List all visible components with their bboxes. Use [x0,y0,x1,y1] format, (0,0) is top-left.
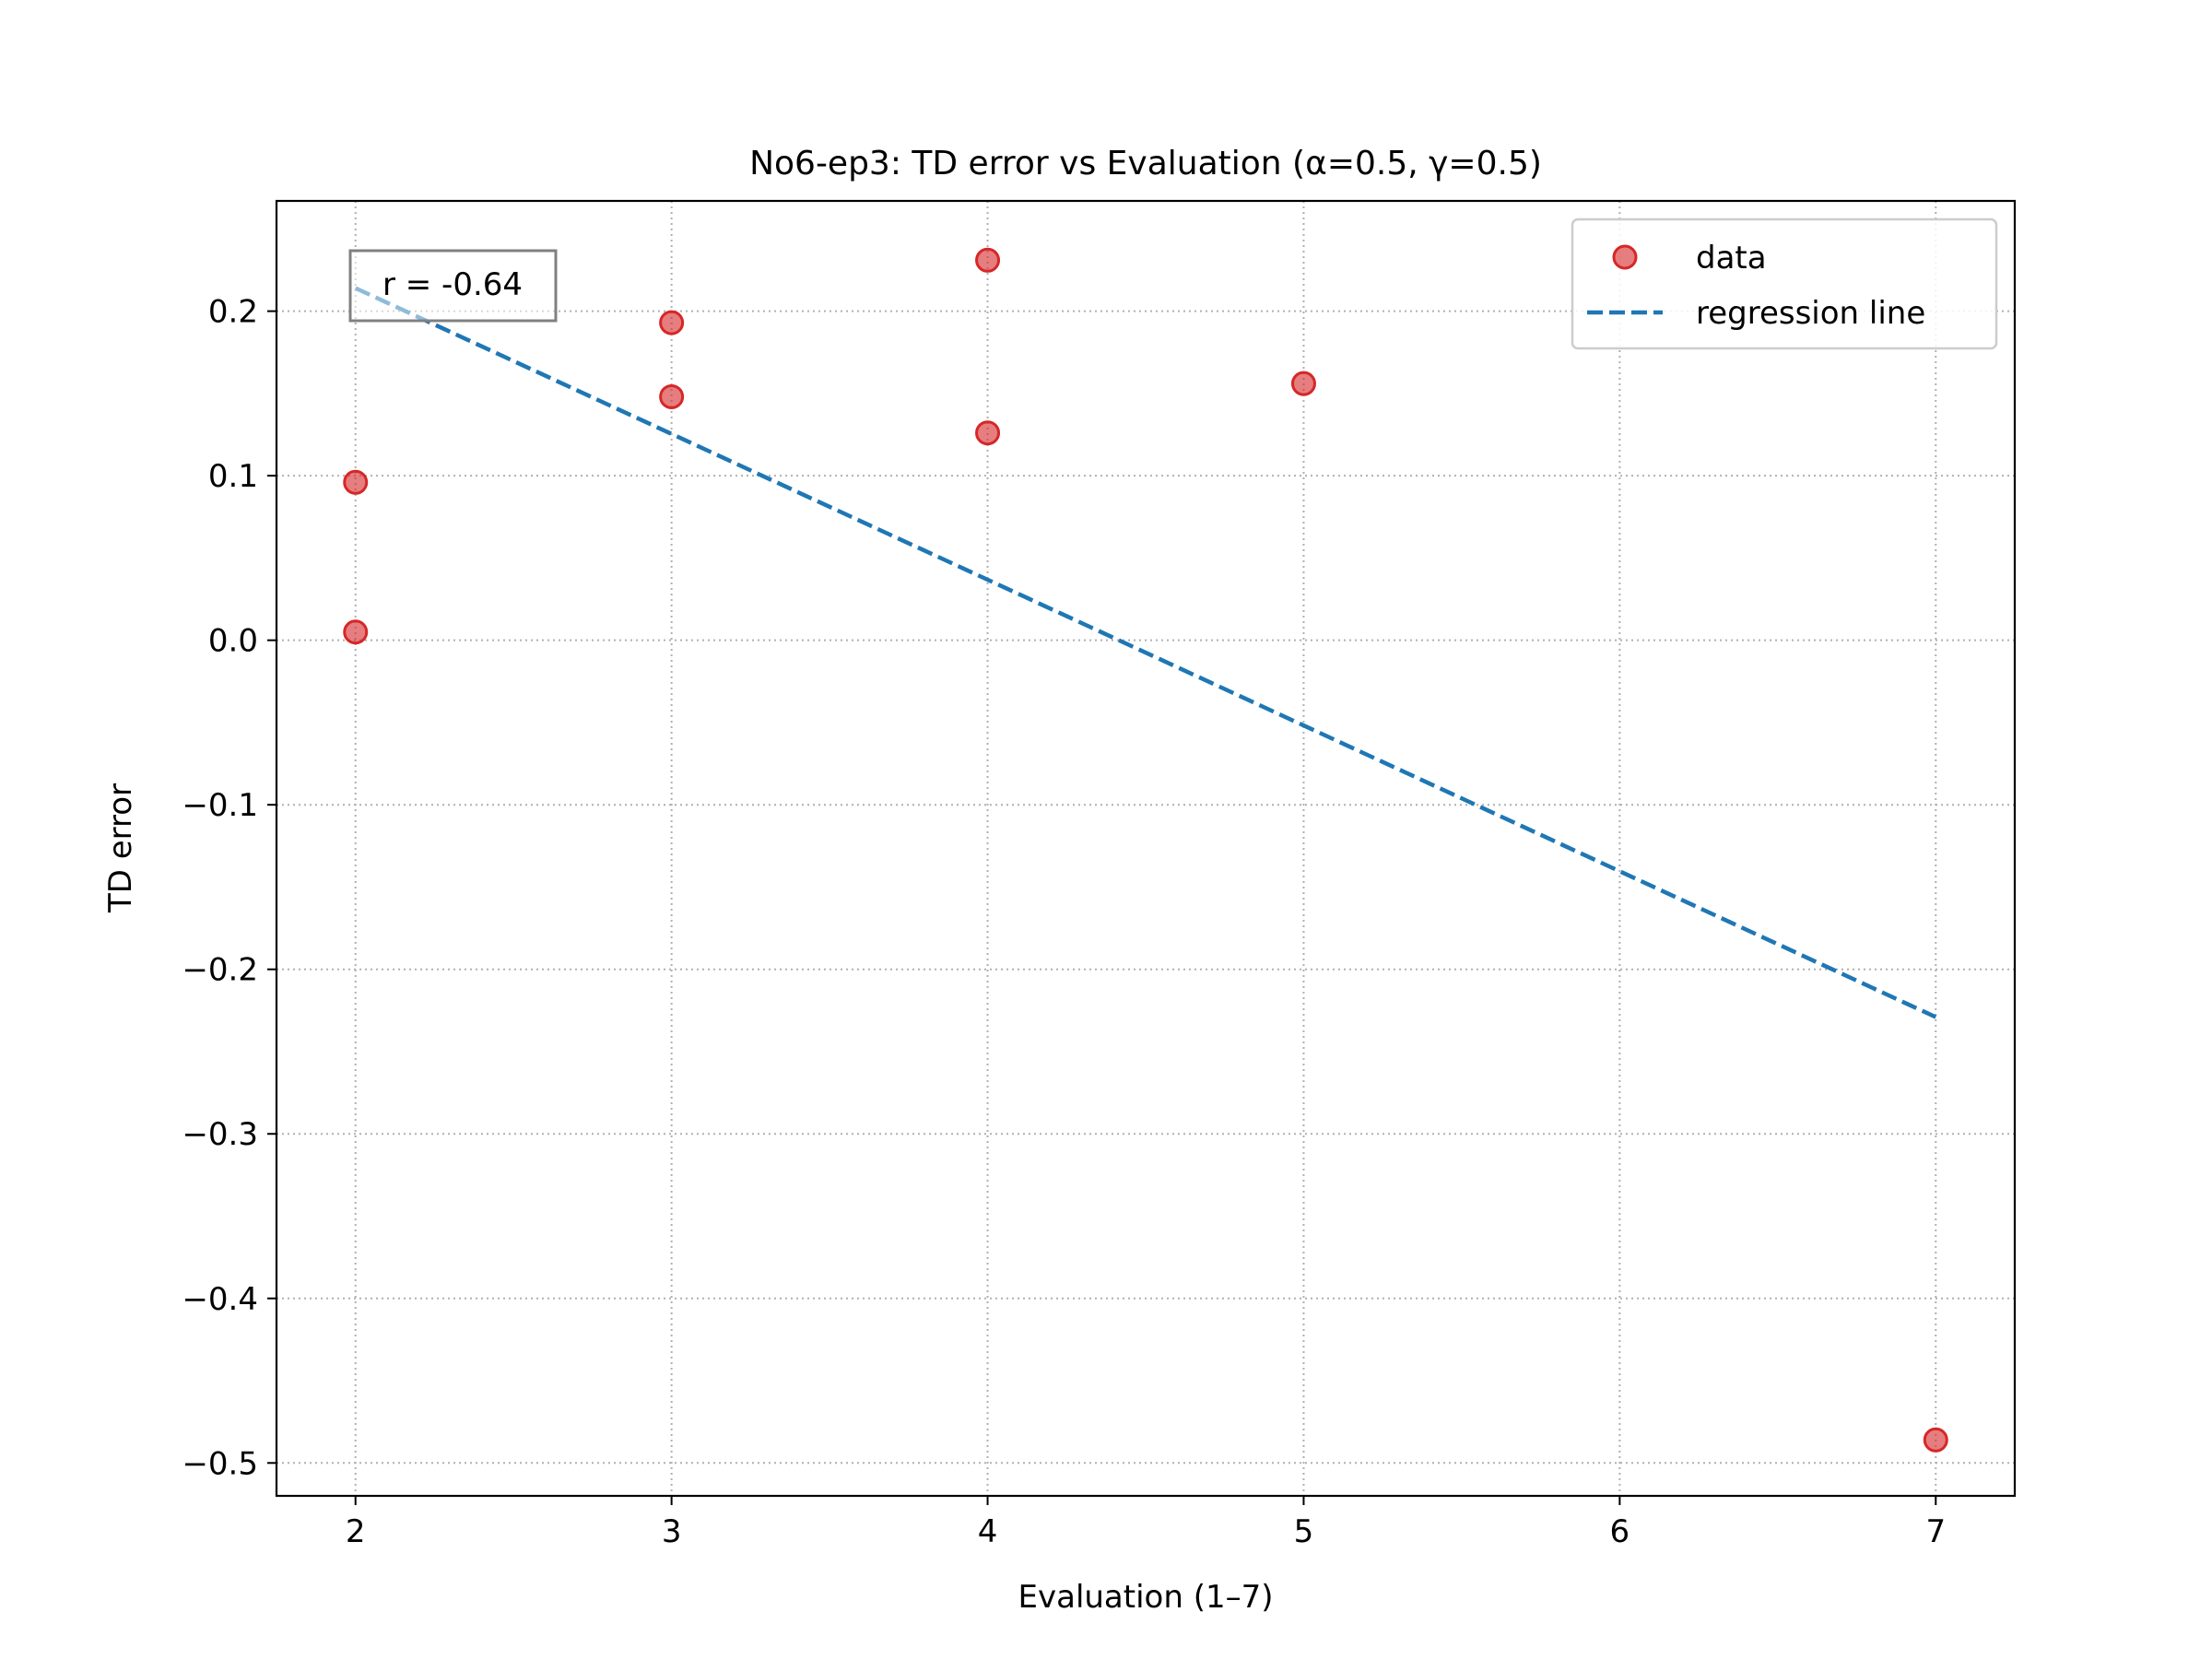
y-tick-label: −0.1 [182,787,258,824]
data-point [343,469,369,495]
x-tick-label: 7 [1925,1513,1946,1550]
y-tick-label: −0.4 [182,1281,258,1318]
data-point [659,310,685,335]
y-tick-label: −0.5 [182,1445,258,1482]
x-tick-label: 6 [1610,1513,1630,1550]
data-point [1923,1427,1948,1453]
legend: data regression line [1571,218,1998,350]
regression-line [354,286,1937,1019]
data-point [1290,371,1316,396]
legend-label-regression-line: regression line [1696,295,1925,332]
data-point [975,247,1001,273]
x-axis-ticks: 2 3 4 5 6 7 [346,1496,1946,1550]
y-tick-label: 0.1 [208,458,258,495]
annotation-box [348,249,558,323]
x-tick-label: 3 [662,1513,682,1550]
data-point [975,420,1001,446]
data-points [343,247,1948,1453]
data-point [343,619,369,645]
x-tick-label: 5 [1294,1513,1314,1550]
legend-box [1571,218,1998,350]
grid-lines [276,201,2015,1496]
x-tick-label: 4 [978,1513,998,1550]
legend-data-marker [1612,244,1638,270]
y-tick-label: 0.2 [208,294,258,331]
regression-layer [354,286,1937,1019]
legend-label-data: data [1696,240,1767,276]
x-tick-label: 2 [346,1513,366,1550]
y-tick-label: 0.0 [208,623,258,660]
correlation-annotation: r = -0.64 [348,249,558,323]
x-axis-label: Evaluation (1–7) [1018,1579,1274,1616]
y-tick-label: −0.2 [182,952,258,989]
y-axis-ticks: 0.2 0.1 0.0 −0.1 −0.2 −0.3 −0.4 −0.5 [182,294,276,1482]
plot-area-frame [275,199,2017,1498]
y-tick-label: −0.3 [182,1116,258,1153]
chart-title: No6-ep3: TD error vs Evaluation (α=0.5, … [749,145,1542,182]
annotation-text: r = -0.64 [382,266,523,303]
y-axis-label: TD error [102,783,139,913]
data-point [659,383,685,409]
